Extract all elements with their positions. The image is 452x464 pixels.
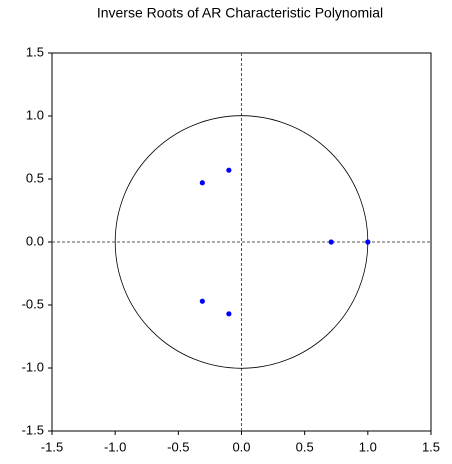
y-tick-label: 1.0: [26, 107, 44, 122]
chart-title: Inverse Roots of AR Characteristic Polyn…: [97, 5, 383, 21]
y-tick-label: 1.5: [26, 44, 44, 59]
y-tick-label: 0.5: [26, 170, 44, 185]
x-tick-label: 1.0: [359, 439, 377, 454]
y-tick-label: 0.0: [26, 233, 44, 248]
root-point: [226, 311, 232, 317]
root-point: [328, 239, 334, 245]
y-tick-label: -1.5: [22, 422, 44, 437]
x-tick-label: -1.5: [41, 439, 63, 454]
y-tick-label: -0.5: [22, 296, 44, 311]
x-tick-label: -0.5: [167, 439, 189, 454]
y-tick-label: -1.0: [22, 359, 44, 374]
x-tick-label: 0.0: [232, 439, 250, 454]
root-point: [199, 298, 205, 304]
root-point: [226, 167, 232, 173]
root-point: [199, 180, 205, 186]
x-tick-label: 1.5: [422, 439, 440, 454]
x-tick-label: -1.0: [104, 439, 126, 454]
x-tick-label: 0.5: [296, 439, 314, 454]
root-point: [365, 239, 371, 245]
